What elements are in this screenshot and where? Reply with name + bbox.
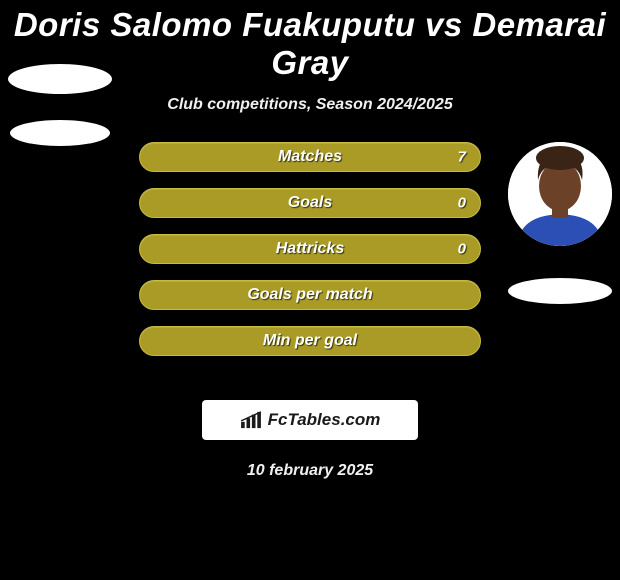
stat-bar: Hattricks 0 <box>139 234 481 264</box>
avatar-placeholder-ellipse <box>8 64 112 94</box>
player-right <box>508 142 612 304</box>
stat-label: Hattricks <box>140 240 480 258</box>
stat-value-right: 7 <box>458 149 466 166</box>
stat-label: Goals <box>140 194 480 212</box>
date-text: 10 february 2025 <box>0 462 620 480</box>
stat-bars: Matches 7 Goals 0 Hattricks 0 Goals per … <box>139 142 481 372</box>
comparison-area: Matches 7 Goals 0 Hattricks 0 Goals per … <box>0 142 620 382</box>
stat-label: Matches <box>140 148 480 166</box>
avatar-photo-icon <box>508 142 612 246</box>
stat-bar: Min per goal <box>139 326 481 356</box>
avatar-hair-top <box>536 146 584 170</box>
player-left <box>8 142 112 146</box>
brand-badge: FcTables.com <box>202 400 418 440</box>
stat-label: Goals per match <box>140 286 480 304</box>
avatar-shadow-ellipse <box>508 278 612 304</box>
stat-bar: Goals 0 <box>139 188 481 218</box>
bar-chart-icon <box>240 411 262 429</box>
stat-bar: Matches 7 <box>139 142 481 172</box>
stat-value-right: 0 <box>458 195 466 212</box>
brand-text: FcTables.com <box>268 410 381 430</box>
stat-label: Min per goal <box>140 332 480 350</box>
infographic-root: Doris Salomo Fuakuputu vs Demarai Gray C… <box>0 0 620 480</box>
avatar-placeholder-ellipse <box>10 120 110 146</box>
avatar <box>508 142 612 246</box>
stat-bar: Goals per match <box>139 280 481 310</box>
page-subtitle: Club competitions, Season 2024/2025 <box>0 96 620 114</box>
stat-value-right: 0 <box>458 241 466 258</box>
